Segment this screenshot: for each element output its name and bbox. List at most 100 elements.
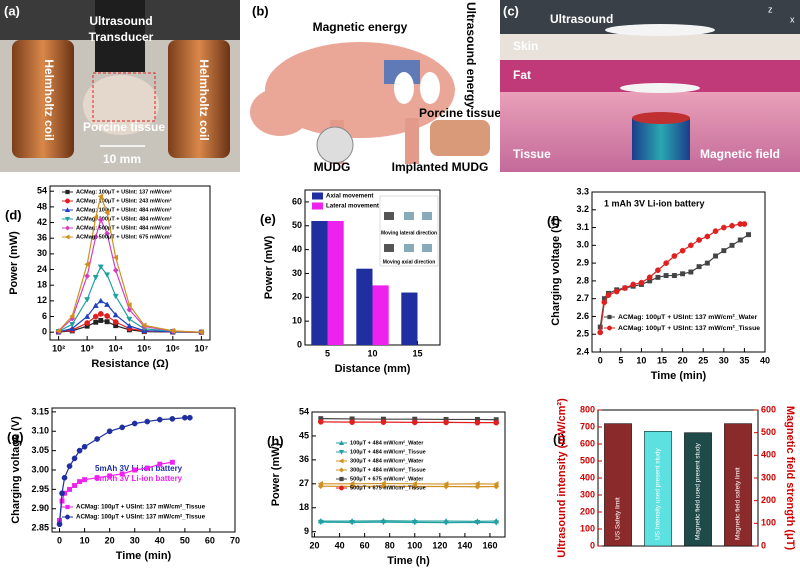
photo-label: Helmholtz coil (197, 59, 211, 140)
marker (349, 483, 356, 490)
marker (84, 313, 91, 319)
y-tick-label: 2.90 (31, 503, 49, 513)
marker (59, 490, 65, 497)
marker (663, 260, 669, 266)
photo-label: Tissue (513, 147, 551, 161)
marker (663, 273, 669, 279)
marker (712, 228, 719, 234)
bar (644, 431, 672, 547)
y-tick-label: 700 (580, 421, 595, 431)
marker (84, 261, 90, 268)
marker (729, 242, 735, 248)
marker (474, 483, 481, 490)
x-tick-label: 100 (407, 540, 422, 550)
marker (679, 247, 686, 254)
marker (94, 436, 100, 442)
x-tick-label: 25 (698, 355, 708, 365)
y2-axis-title: Magnetic field strength (μT) (784, 406, 796, 551)
y-axis-title: Charging voltage (V) (550, 218, 562, 326)
x-tick-label: 10 (367, 348, 377, 358)
y-tick-label: 3.0 (576, 240, 589, 250)
legend-marker (65, 189, 70, 195)
x-tick-label: 30 (719, 355, 729, 365)
marker (69, 325, 76, 331)
marker (92, 233, 99, 240)
marker (169, 459, 175, 465)
legend-marker (65, 514, 70, 520)
data-line (320, 521, 497, 524)
y2-tick-label: 100 (761, 518, 776, 528)
marker (729, 222, 735, 229)
y-tick-label: 12 (37, 295, 47, 305)
marker (605, 292, 612, 298)
illustration-c: (c) Ultrasound Skin Fat Tissue Magnetic … (500, 0, 800, 172)
marker (82, 477, 88, 483)
marker (104, 209, 110, 216)
y-tick-label: 3.15 (31, 406, 49, 416)
y-axis-title: Ultrasound intensity (mW/cm²) (556, 398, 568, 558)
marker (107, 473, 113, 479)
y-tick-label: 200 (580, 506, 595, 516)
marker (493, 483, 500, 490)
x-tick-label: 40 (760, 355, 770, 365)
legend-label: 100μT + 484 mW/cm²_Water (350, 439, 424, 446)
marker (69, 322, 76, 328)
photo-label: Skin (513, 39, 538, 53)
photo-label: z (768, 4, 773, 14)
x-axis-title: Time (h) (387, 555, 430, 567)
photo-label: x (790, 14, 795, 24)
y-tick-label: 10 (292, 316, 302, 326)
y-tick-label: 2.6 (576, 311, 589, 321)
panel-label: (i) (553, 431, 565, 446)
panel-label: (e) (260, 211, 276, 226)
y-tick-label: 2.5 (576, 329, 589, 339)
y-tick-label: 45 (299, 430, 309, 440)
y-tick-label: 0 (42, 327, 47, 337)
y-tick-label: 20 (292, 292, 302, 302)
x-tick-label: 5 (618, 355, 623, 365)
marker (126, 322, 133, 329)
x-tick-label: 0 (598, 355, 603, 365)
legend-marker (338, 440, 345, 446)
y-tick-label: 9 (304, 526, 309, 536)
x-tick-label: 5 (325, 348, 330, 358)
annotation: Moving axial direction (383, 259, 436, 265)
bar-label: US Safety limit (615, 497, 622, 540)
y-tick-label: 18 (299, 502, 309, 512)
y-tick-label: 2.9 (576, 257, 589, 267)
y-tick-label: 42 (37, 217, 47, 227)
marker (69, 312, 75, 320)
y-tick-label: 36 (37, 233, 47, 243)
bar-label: Magnetic field used present study (695, 442, 702, 540)
legend-marker (64, 207, 71, 213)
legend-label: ACMag: 100μT + USInt: 484 mW/cm² (76, 206, 172, 213)
marker (493, 520, 500, 526)
legend-label: 300μT + 484 mW/cm²_Water (350, 457, 424, 464)
marker (72, 483, 78, 488)
photo-label: Magnetic energy (313, 20, 408, 34)
legend-label: ACMag: 300μT + USInt: 484 mW/cm² (76, 215, 172, 222)
bar-label: Magnetic field safety limit (735, 467, 742, 540)
y-tick-label: 300 (580, 489, 595, 499)
marker (198, 329, 204, 336)
y-tick-label: 3.3 (576, 186, 589, 196)
data-line (58, 417, 190, 525)
x-tick-label: 60 (360, 540, 370, 550)
x-tick-label: 40 (155, 535, 165, 545)
legend-swatch (312, 192, 323, 200)
legend-marker (338, 458, 344, 464)
marker (76, 447, 83, 454)
x-tick-label: 160 (482, 540, 497, 550)
marker (131, 420, 138, 427)
marker (112, 267, 119, 274)
marker (655, 267, 661, 274)
y2-tick-label: 0 (761, 540, 766, 550)
marker (630, 281, 637, 288)
marker (696, 264, 702, 270)
marker (104, 313, 110, 319)
bar (401, 292, 418, 345)
x-tick-label: 120 (432, 540, 447, 550)
marker (112, 293, 119, 300)
marker (655, 274, 661, 280)
photo-label: Ultrasound (89, 14, 152, 28)
